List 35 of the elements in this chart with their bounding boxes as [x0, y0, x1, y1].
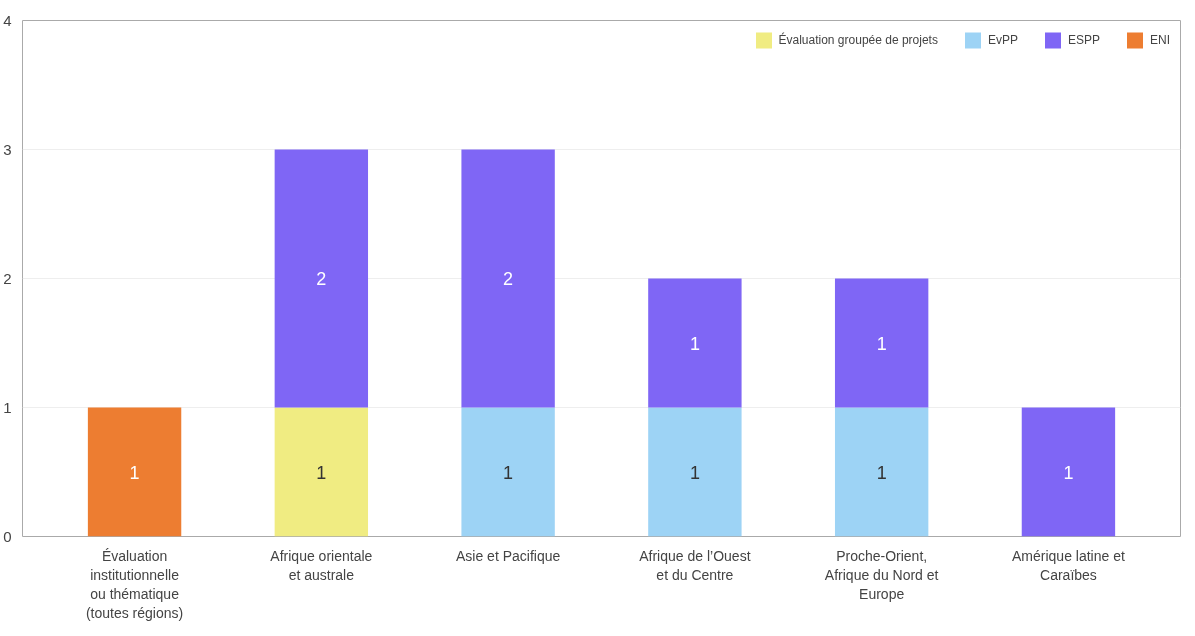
bar [1021, 407, 1116, 537]
y-tick-label: 0 [3, 527, 12, 545]
data-label: 1 [1063, 462, 1074, 483]
bar [834, 407, 929, 537]
bar [461, 149, 555, 408]
data-label: 1 [876, 333, 887, 354]
x-tick-label: Proche-Orient, Afrique du Nord et Europe [824, 547, 939, 602]
y-tick-label: 2 [3, 269, 12, 287]
data-label: 1 [689, 462, 700, 483]
data-label: 2 [316, 269, 327, 289]
bar [834, 278, 929, 408]
bar [87, 407, 182, 537]
bar [274, 407, 369, 537]
data-label: 2 [503, 269, 514, 289]
data-label: 1 [503, 462, 514, 483]
x-tick-label: Amérique latine et Caraïbes [1012, 547, 1125, 583]
data-label: 1 [876, 462, 887, 483]
y-tick-label: 1 [3, 398, 12, 416]
y-tick-label: 3 [3, 140, 12, 158]
legend-label: ESPP [1067, 33, 1100, 47]
bar [648, 278, 742, 408]
legend-label: Évaluation groupée de projets [778, 33, 938, 47]
data-label: 1 [689, 333, 700, 354]
bar [648, 407, 742, 537]
data-label: 1 [129, 462, 140, 483]
x-tick-label: Afrique de l’Ouest et du Centre [639, 547, 751, 583]
y-tick-label: 4 [3, 11, 12, 29]
bar [274, 149, 369, 408]
x-tick-label: Évaluation institutionnelle ou thématique (toutes régions) [85, 547, 184, 622]
legend-label: ENI [1149, 33, 1170, 47]
x-tick-label: Afrique orientale et australe [270, 547, 373, 583]
x-tick-label: Asie et Pacifique [455, 547, 561, 564]
bar [461, 407, 555, 537]
legend-label: EvPP [987, 33, 1018, 47]
data-label: 1 [316, 462, 327, 483]
